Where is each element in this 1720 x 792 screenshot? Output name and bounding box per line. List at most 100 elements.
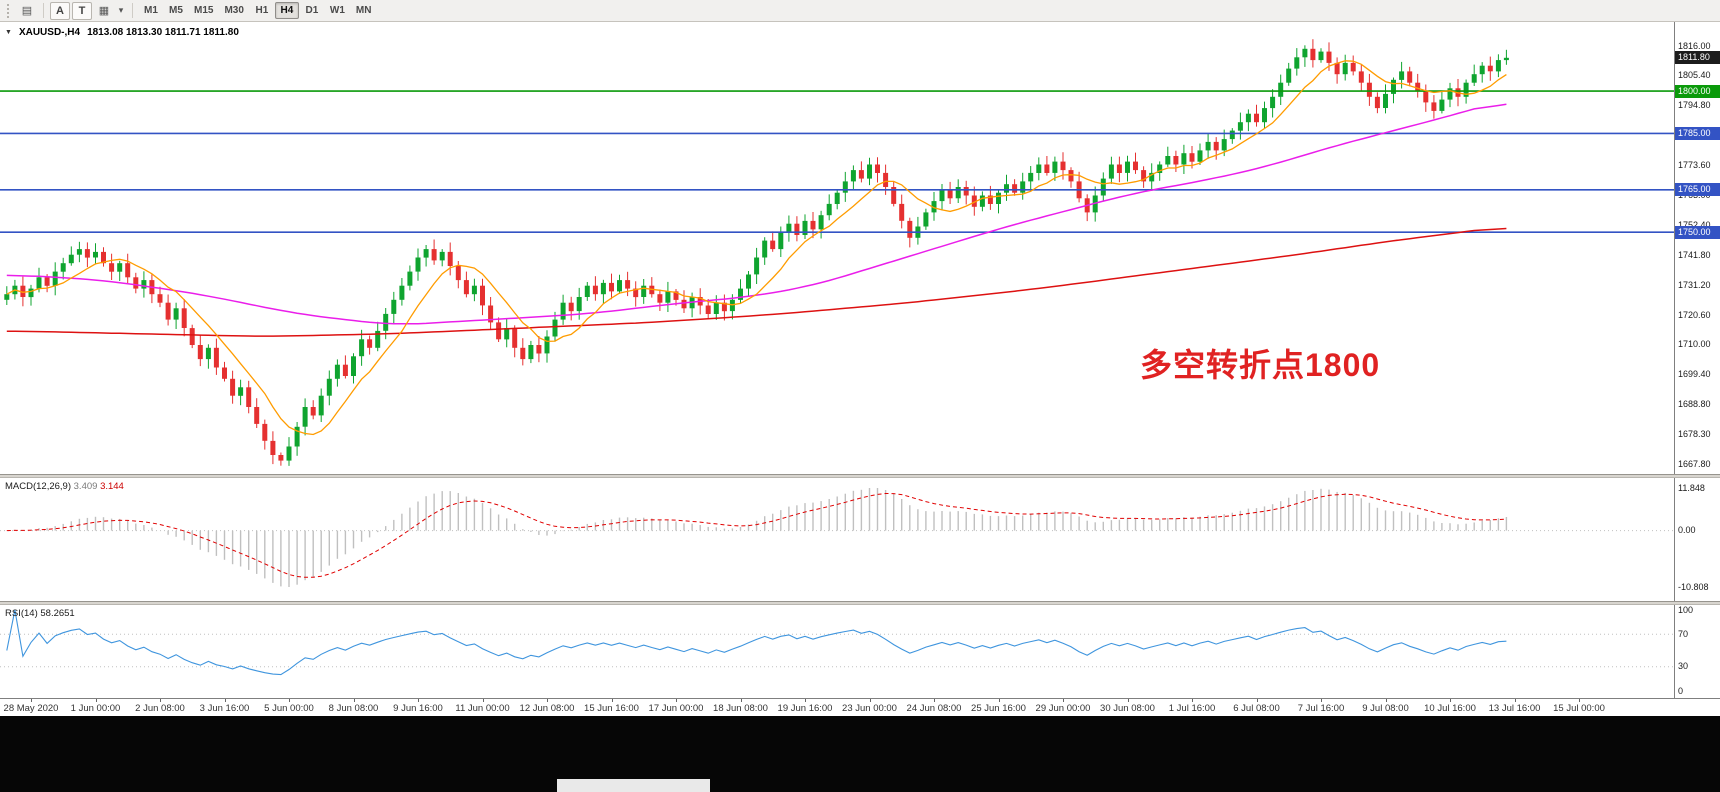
timeframe-mn[interactable]: MN: [355, 5, 372, 16]
panel-splitter-1[interactable]: [0, 474, 1720, 478]
timeframe-group: M1 M5 M15 M30 H1 H4 D1 W1 MN: [139, 2, 376, 19]
time-label: 11 Jun 00:00: [455, 703, 510, 714]
time-tick: [353, 699, 355, 702]
price-label: 1667.80: [1678, 458, 1711, 469]
text-icon[interactable]: T: [72, 1, 92, 20]
ma-fast-line: [6, 60, 1507, 436]
time-tick: [160, 699, 161, 702]
time-label: 1 Jul 16:00: [1168, 703, 1216, 714]
macd-scale-label: 11.848: [1678, 482, 1705, 493]
time-tick: [1063, 699, 1064, 702]
price-badge-1785.00: 1785.00: [1675, 126, 1720, 140]
time-tick: [1127, 699, 1129, 702]
timeframe-w1[interactable]: W1: [329, 5, 345, 16]
time-label: 15 Jul 00:00: [1553, 703, 1605, 714]
time-tick: [31, 699, 32, 702]
price-label: 1688.80: [1678, 399, 1711, 410]
price-axis[interactable]: 1816.001805.401794.801784.201773.601763.…: [1674, 22, 1720, 474]
time-label: 2 Jun 08:00: [135, 703, 185, 714]
rsi-value: 58.2651: [40, 608, 75, 619]
price-label: 1816.00: [1678, 40, 1711, 51]
time-label: 28 May 2020: [3, 703, 59, 714]
time-tick: [418, 699, 419, 702]
macd-name: MACD(12,26,9): [5, 481, 71, 492]
time-label: 9 Jul 08:00: [1362, 703, 1409, 714]
time-tick: [95, 699, 97, 702]
candles-series: [4, 39, 1509, 466]
price-badge-1800.00: 1800.00: [1675, 84, 1720, 98]
time-tick: [611, 699, 613, 702]
time-label: 8 Jun 08:00: [328, 703, 379, 714]
panel-splitter-2[interactable]: [0, 601, 1720, 605]
price-chart-panel[interactable]: ▼ XAUUSD-,H4 1813.08 1813.30 1811.71 181…: [0, 22, 1674, 474]
time-label: 3 Jun 16:00: [199, 703, 250, 714]
time-tick: [1385, 699, 1387, 702]
chart-annotation[interactable]: 多空转折点1800: [1140, 347, 1381, 383]
time-tick: [224, 699, 226, 702]
objects-icon[interactable]: ▦: [98, 5, 110, 17]
time-label: 19 Jun 16:00: [777, 703, 833, 714]
macd-signal-value: 3.144: [100, 481, 124, 492]
time-label: 23 Jun 00:00: [842, 703, 897, 714]
time-tick: [289, 699, 290, 702]
time-tick: [676, 699, 677, 702]
rsi-panel[interactable]: RSI(14) 58.2651: [0, 605, 1674, 698]
macd-signal-line: [6, 492, 1507, 578]
rsi-scale-label: 0: [1678, 685, 1684, 696]
time-label: 25 Jun 16:00: [971, 703, 1026, 714]
macd-scale-label: -10.808: [1678, 581, 1709, 592]
timeframe-m30[interactable]: M30: [224, 5, 244, 16]
rsi-line: [6, 609, 1507, 676]
symbol-period-label: XAUUSD-,H4: [18, 27, 81, 38]
time-label: 17 Jun 00:00: [648, 703, 704, 714]
time-label: 30 Jun 08:00: [1100, 703, 1155, 714]
time-tick: [740, 699, 742, 702]
timeframe-h4[interactable]: H4: [274, 2, 299, 19]
time-tick: [1256, 699, 1258, 702]
time-label: 1 Jun 00:00: [70, 703, 121, 714]
time-tick: [805, 699, 806, 702]
cursor-icon[interactable]: A: [50, 1, 70, 20]
rsi-scale-label: 70: [1678, 628, 1689, 639]
macd-scale-label: 0.00: [1678, 525, 1696, 536]
macd-axis[interactable]: 11.848 0.00 -10.808: [1674, 478, 1720, 601]
price-label: 1710.00: [1678, 339, 1711, 350]
macd-histogram: [14, 488, 1508, 587]
price-badge-1811.80: 1811.80: [1675, 51, 1720, 65]
timeframe-d1[interactable]: D1: [305, 5, 319, 16]
price-label: 1720.60: [1678, 309, 1711, 320]
rsi-name: RSI(14): [5, 608, 38, 619]
toolbar-separator: [132, 3, 133, 18]
timeframe-m1[interactable]: M1: [144, 5, 158, 16]
macd-value: 3.409: [73, 481, 98, 492]
timeframe-m5[interactable]: M5: [169, 5, 183, 16]
time-axis[interactable]: 28 May 2020 1 Jun 00:00 2 Jun 08:00 3 Jun 1…: [0, 698, 1720, 716]
rsi-axis[interactable]: 100 70 30 0: [1674, 605, 1720, 698]
candlestick-chart[interactable]: [0, 22, 1674, 474]
price-label: 1731.20: [1678, 279, 1711, 290]
time-tick: [1514, 699, 1516, 702]
price-label: 1794.80: [1678, 100, 1711, 111]
price-label: 1741.80: [1678, 249, 1711, 260]
toolbar: ▤ A T ▦ ▾ M1 M5 M15 M30 H1 H4 D1 W1 MN: [0, 0, 1720, 22]
macd-label: MACD(12,26,9) 3.409 3.144: [5, 481, 124, 492]
ohlc-values: 1813.08 1813.30 1811.71 1811.80: [87, 27, 239, 38]
rsi-chart[interactable]: [0, 605, 1674, 698]
collapse-icon[interactable]: ▼: [5, 29, 12, 36]
chevron-down-icon[interactable]: ▾: [118, 5, 124, 15]
timeframe-h1[interactable]: H1: [255, 5, 269, 16]
time-label: 5 Jun 00:00: [264, 703, 314, 714]
rsi-scale-label: 30: [1678, 661, 1689, 672]
timeframe-m15[interactable]: M15: [194, 5, 214, 16]
toolbar-grip[interactable]: [7, 3, 12, 18]
time-tick: [869, 699, 871, 702]
rsi-label: RSI(14) 58.2651: [5, 608, 75, 619]
time-label: 29 Jun 00:00: [1035, 703, 1091, 714]
macd-chart[interactable]: [0, 478, 1674, 601]
macd-panel[interactable]: MACD(12,26,9) 3.409 3.144: [0, 478, 1674, 601]
price-label: 1678.30: [1678, 428, 1711, 439]
chart-bars-icon[interactable]: ▤: [21, 5, 33, 17]
time-label: 10 Jul 16:00: [1424, 703, 1476, 714]
toolbar-separator: [43, 3, 44, 18]
time-tick: [1579, 699, 1580, 702]
